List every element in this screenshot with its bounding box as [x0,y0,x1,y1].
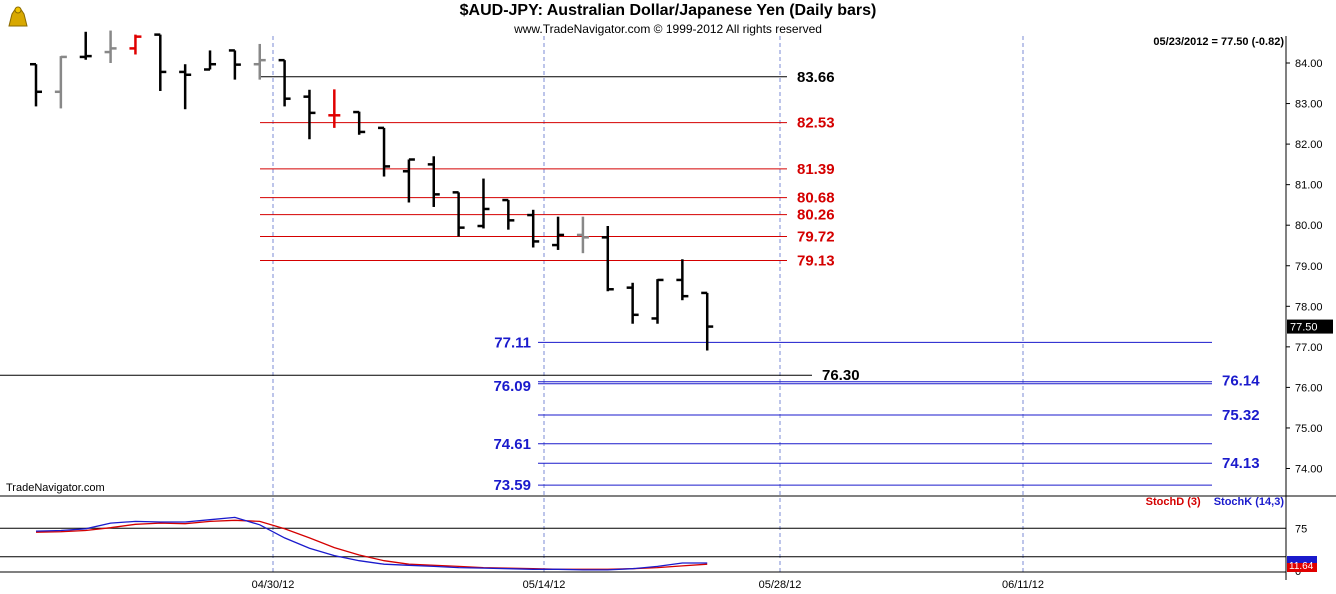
ohlc-bar [527,209,540,248]
y-tick-label: 77.00 [1295,342,1323,354]
level-label: 75.32 [1222,407,1260,424]
last-price-tag-label: 77.50 [1290,322,1318,334]
ohlc-bar [402,158,415,203]
ohlc-bar [204,50,217,71]
level-label: 83.66 [797,69,835,86]
level-label: 74.13 [1222,455,1260,472]
watermark-text: TradeNavigator.com [6,482,105,494]
ohlc-bar [104,30,117,63]
level-label: 73.59 [493,477,531,494]
y-tick-label: 75.00 [1295,423,1323,435]
legend-stoch-d: StochD (3) [1145,496,1201,508]
level-label: 74.61 [493,436,531,453]
ohlc-bar [54,55,67,109]
ohlc-bar [253,43,266,80]
y-tick-label: 80.00 [1295,220,1323,232]
x-tick-label: 05/28/12 [759,579,802,591]
level-label: 79.72 [797,229,835,246]
axis-layer: 04/30/12 05/14/12 05/28/12 06/11/12 84.00 83.… [0,36,1336,591]
y-tick-label: 78.00 [1295,301,1323,313]
y-tick-label: 81.00 [1295,180,1323,192]
ohlc-bar [303,89,316,140]
level-label: 76.14 [1222,373,1260,390]
last-price-tag [1287,319,1333,334]
ohlc-bar [552,216,565,250]
level-label: 81.39 [797,161,835,178]
y-tick-label: 82.00 [1295,139,1323,151]
ohlc-bar [353,110,366,135]
stoch-tag-label: 11.64 [1289,561,1314,572]
level-label: 76.30 [822,367,860,384]
ohlc-bar [328,89,341,128]
level-label: 77.11 [494,334,531,351]
chart-title: $AUD-JPY: Australian Dollar/Japanese Yen… [459,2,877,19]
ohlc-bar [477,178,490,229]
y-tick-label: 74.00 [1295,464,1323,476]
ohlc-bar [601,226,614,292]
ohlc-bar [452,191,465,237]
x-tick-label: 06/11/12 [1002,579,1044,591]
stoch-tag-d [1287,563,1317,572]
stoch-legend: StochD (3) StochK (14,3) [1146,496,1284,508]
ohlc-bar [378,126,391,177]
ohlc-bar [676,259,689,301]
ohlc-bar [154,33,167,91]
copyright-text: www.TradeNavigator.com © 1999-2012 All r… [514,22,822,36]
legend-stoch-k: StochK (14,3) [1213,496,1284,508]
ohlc-bar [427,156,440,207]
ohlc-bar [626,282,639,324]
y-tick-label: 84.00 [1295,58,1323,70]
ohlc-bar [701,291,714,351]
stoch-y-tick-label: 75 [1295,523,1307,535]
ohlc-bar [79,31,92,60]
y-tick-label: 79.00 [1295,261,1323,273]
ohlc-bar [228,49,241,80]
level-label: 80.68 [797,190,835,207]
level-label: 80.26 [797,207,835,224]
y-tick-label: 83.00 [1295,99,1323,111]
ohlc-bar [651,278,664,324]
stoch-line-k [35,516,708,571]
ohlc-bar [129,34,142,55]
y-tick-label: 76.00 [1295,382,1323,394]
last-price-readout: 05/23/2012 = 77.50 (-0.82) [1153,36,1284,48]
level-label: 82.53 [797,115,835,132]
ohlc-bar [502,198,515,230]
level-label: 76.09 [493,378,531,395]
ohlc-bar [179,64,192,110]
ohlc-bar [30,62,42,107]
x-tick-label: 05/14/12 [523,579,566,591]
bar-layer [30,30,714,351]
ohlc-bar [576,216,589,254]
grid-layer [272,36,1024,572]
ohlc-bar [278,58,291,107]
stoch-layer: 75011.64 [0,516,1317,578]
x-tick-label: 04/30/12 [252,579,295,591]
level-label: 79.13 [797,252,835,269]
logo-icon [6,4,30,35]
